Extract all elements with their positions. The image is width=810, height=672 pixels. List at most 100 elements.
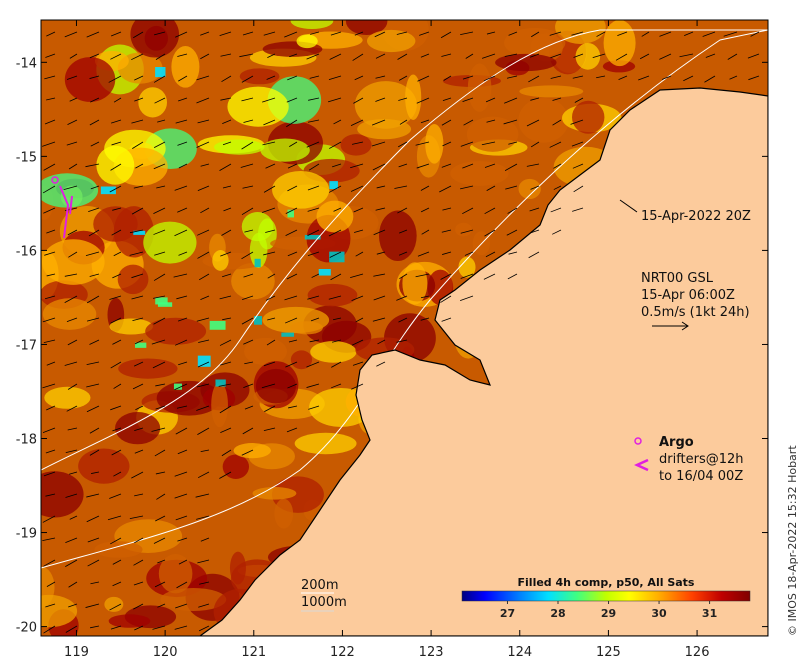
current-arrow [42, 141, 56, 147]
plot-frame [40, 19, 769, 637]
sst-cool-patch [135, 342, 147, 348]
current-arrow [153, 537, 166, 544]
current-arrow [550, 53, 562, 59]
current-arrow [89, 53, 100, 59]
current-arrow [328, 229, 342, 237]
current-arrow [526, 119, 540, 127]
current-arrow [372, 317, 386, 322]
current-arrow [263, 119, 276, 126]
current-arrow [178, 361, 188, 366]
current-arrow [174, 493, 188, 499]
current-arrow [574, 97, 584, 103]
current-arrow [174, 185, 188, 191]
sst-cool-patch [304, 234, 321, 240]
sst-cool-patch [157, 302, 173, 307]
sst-patch [260, 138, 310, 162]
current-arrow [553, 163, 562, 169]
current-arrow [241, 251, 254, 260]
current-arrow [220, 97, 232, 101]
current-arrow [65, 449, 78, 454]
current-arrow [350, 119, 364, 127]
current-arrow [376, 251, 386, 255]
current-arrow [265, 229, 276, 233]
current-arrow [175, 31, 188, 38]
current-arrow [243, 383, 254, 388]
current-arrow [110, 537, 122, 545]
current-arrow [371, 119, 386, 126]
colorbar-tick-label: 27 [500, 607, 515, 620]
current-arrow [66, 75, 78, 80]
lon-tick-label: 122 [330, 645, 355, 660]
current-arrow [132, 383, 144, 390]
current-arrow [112, 273, 122, 279]
current-arrow [459, 295, 474, 302]
sst-patch [171, 46, 200, 88]
sst-cool-patch [254, 316, 262, 325]
sst-patch [571, 100, 605, 134]
current-arrow [222, 119, 232, 125]
current-arrow [111, 141, 122, 146]
current-arrow [200, 31, 210, 36]
colorbar-tick-label: 28 [550, 607, 565, 620]
current-arrow [91, 471, 100, 474]
current-arrow [528, 251, 540, 259]
current-arrow [196, 141, 210, 148]
current-arrow [241, 449, 254, 456]
current-arrow [443, 75, 452, 81]
sst-patch [211, 382, 228, 428]
current-arrow [307, 185, 320, 191]
current-arrow [307, 119, 320, 123]
current-arrow [241, 75, 254, 83]
sst-patch [290, 321, 323, 335]
current-arrow [89, 75, 100, 79]
current-arrow [222, 273, 232, 278]
current-arrow [440, 295, 452, 303]
drifter-legend-icon [633, 458, 649, 472]
current-arrow [112, 559, 122, 565]
current-arrow [196, 515, 210, 520]
current-arrow [219, 163, 232, 171]
isobath-200m-contour [41, 29, 768, 471]
current-arrow [223, 207, 232, 212]
sst-patch [603, 20, 636, 67]
current-arrow [198, 339, 210, 343]
current-arrow [43, 625, 56, 634]
current-arrow [177, 537, 188, 542]
current-arrow [64, 361, 78, 366]
current-arrow [90, 581, 100, 585]
current-arrow [134, 75, 144, 81]
lon-tick-label: 121 [241, 645, 266, 660]
current-arrow [552, 119, 562, 126]
current-arrow [397, 53, 408, 60]
current-arrow [262, 97, 276, 103]
current-arrow [197, 185, 210, 192]
current-arrow [44, 75, 56, 80]
current-arrow [421, 229, 430, 235]
current-arrow [220, 427, 232, 434]
sst-patch [466, 116, 519, 152]
current-arrow [178, 251, 188, 256]
current-arrow [131, 53, 144, 61]
current-arrow [90, 141, 100, 147]
current-arrow [112, 339, 122, 345]
current-arrow [529, 207, 540, 212]
sst-patch [294, 432, 357, 455]
sst-patch [78, 448, 130, 484]
current-arrow [133, 581, 144, 586]
sst-patch [518, 98, 569, 143]
current-arrow [134, 493, 144, 497]
current-arrow [265, 163, 276, 169]
current-arrow [69, 53, 78, 59]
current-arrow [43, 207, 56, 214]
current-arrow [285, 361, 298, 368]
current-arrow [153, 141, 166, 148]
current-arrow [415, 273, 430, 278]
sst-patch [345, 20, 388, 36]
current-arrow [152, 295, 166, 299]
current-arrow [416, 97, 430, 104]
current-arrow [265, 295, 276, 301]
current-arrow [68, 163, 78, 170]
current-arrow [441, 229, 452, 233]
current-arrow [241, 317, 254, 325]
current-arrow [129, 229, 144, 234]
